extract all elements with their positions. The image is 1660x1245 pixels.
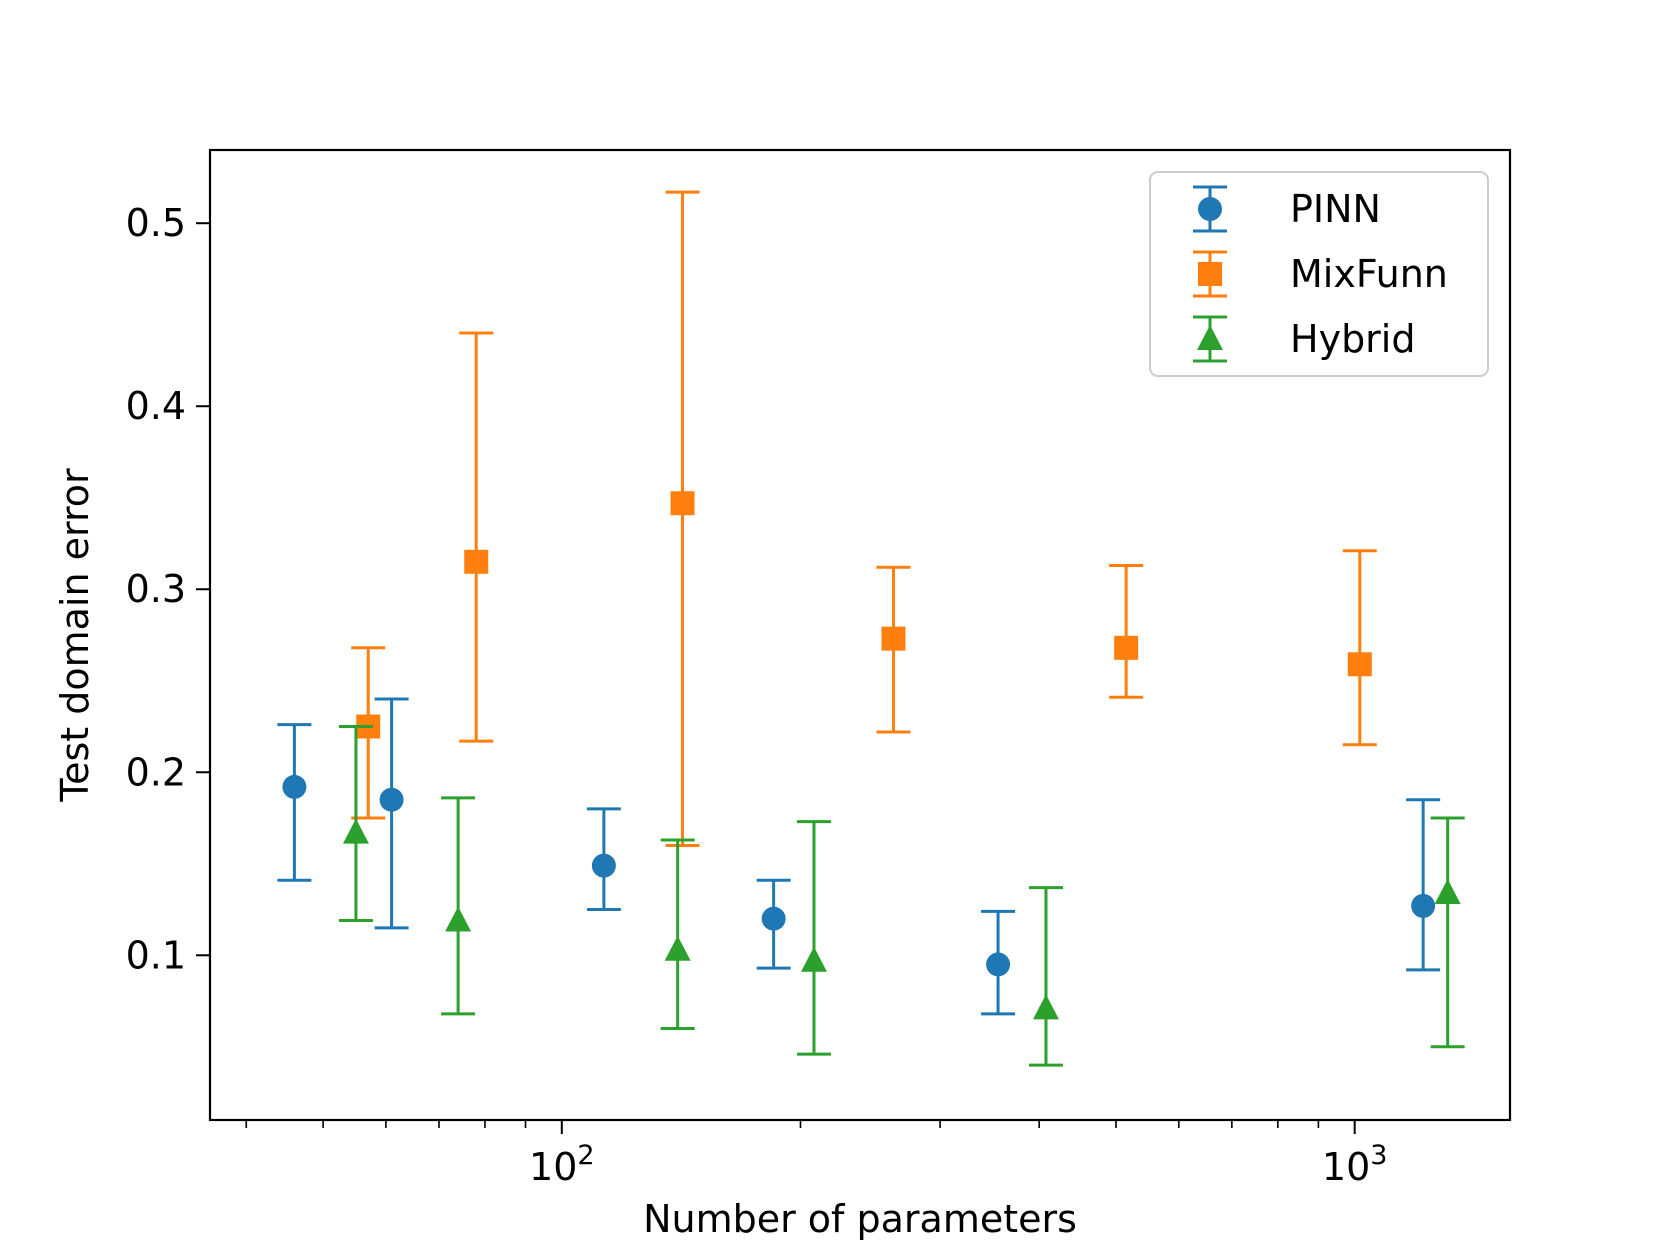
hybrid-point: [664, 935, 691, 961]
x-tick-label: 102: [529, 1140, 595, 1189]
legend-mixfunn-label: MixFunn: [1290, 252, 1448, 296]
y-axis-label: Test domain error: [53, 468, 97, 803]
y-tick-label: 0.3: [126, 567, 186, 611]
pinn-point: [1411, 893, 1436, 918]
pinn-point: [591, 853, 616, 878]
hybrid-point: [342, 818, 369, 844]
plot-series: [277, 190, 1465, 1067]
hybrid-point: [445, 906, 472, 932]
hybrid-point: [1434, 879, 1461, 905]
series-pinn: [277, 697, 1441, 1016]
pinn-point: [379, 787, 404, 812]
y-tick-label: 0.4: [126, 384, 186, 428]
mixfunn-point: [670, 491, 695, 516]
x-axis-label: Number of parameters: [643, 1197, 1077, 1241]
x-tick-label: 103: [1322, 1140, 1388, 1189]
y-tick-label: 0.5: [126, 201, 186, 245]
pinn-point: [761, 906, 786, 931]
legend-pinn-marker: [1198, 197, 1222, 221]
legend-mixfunn-marker: [1198, 262, 1222, 286]
legend: PINN MixFunn Hybrid: [1149, 171, 1489, 377]
pinn-point: [986, 952, 1011, 977]
mixfunn-point: [881, 626, 906, 651]
legend-box: [1149, 171, 1489, 377]
y-axis-ticks: 0.1 0.2 0.3 0.4 0.5: [126, 201, 210, 977]
legend-pinn-label: PINN: [1290, 187, 1381, 231]
series-hybrid: [338, 725, 1465, 1067]
legend-hybrid-marker: [1197, 325, 1223, 350]
mixfunn-point: [1114, 635, 1139, 660]
hybrid-point: [800, 946, 827, 972]
series-mixfunn: [351, 190, 1377, 847]
mixfunn-point: [464, 549, 489, 574]
plot-frame: [208, 148, 1512, 1122]
mixfunn-point: [1347, 652, 1372, 677]
y-tick-label: 0.1: [126, 933, 186, 977]
pinn-point: [282, 774, 307, 799]
x-axis-ticks: 102 103: [245, 1120, 1388, 1189]
hybrid-point: [1032, 994, 1059, 1020]
legend-hybrid-label: Hybrid: [1290, 317, 1416, 361]
y-tick-label: 0.2: [126, 750, 186, 794]
